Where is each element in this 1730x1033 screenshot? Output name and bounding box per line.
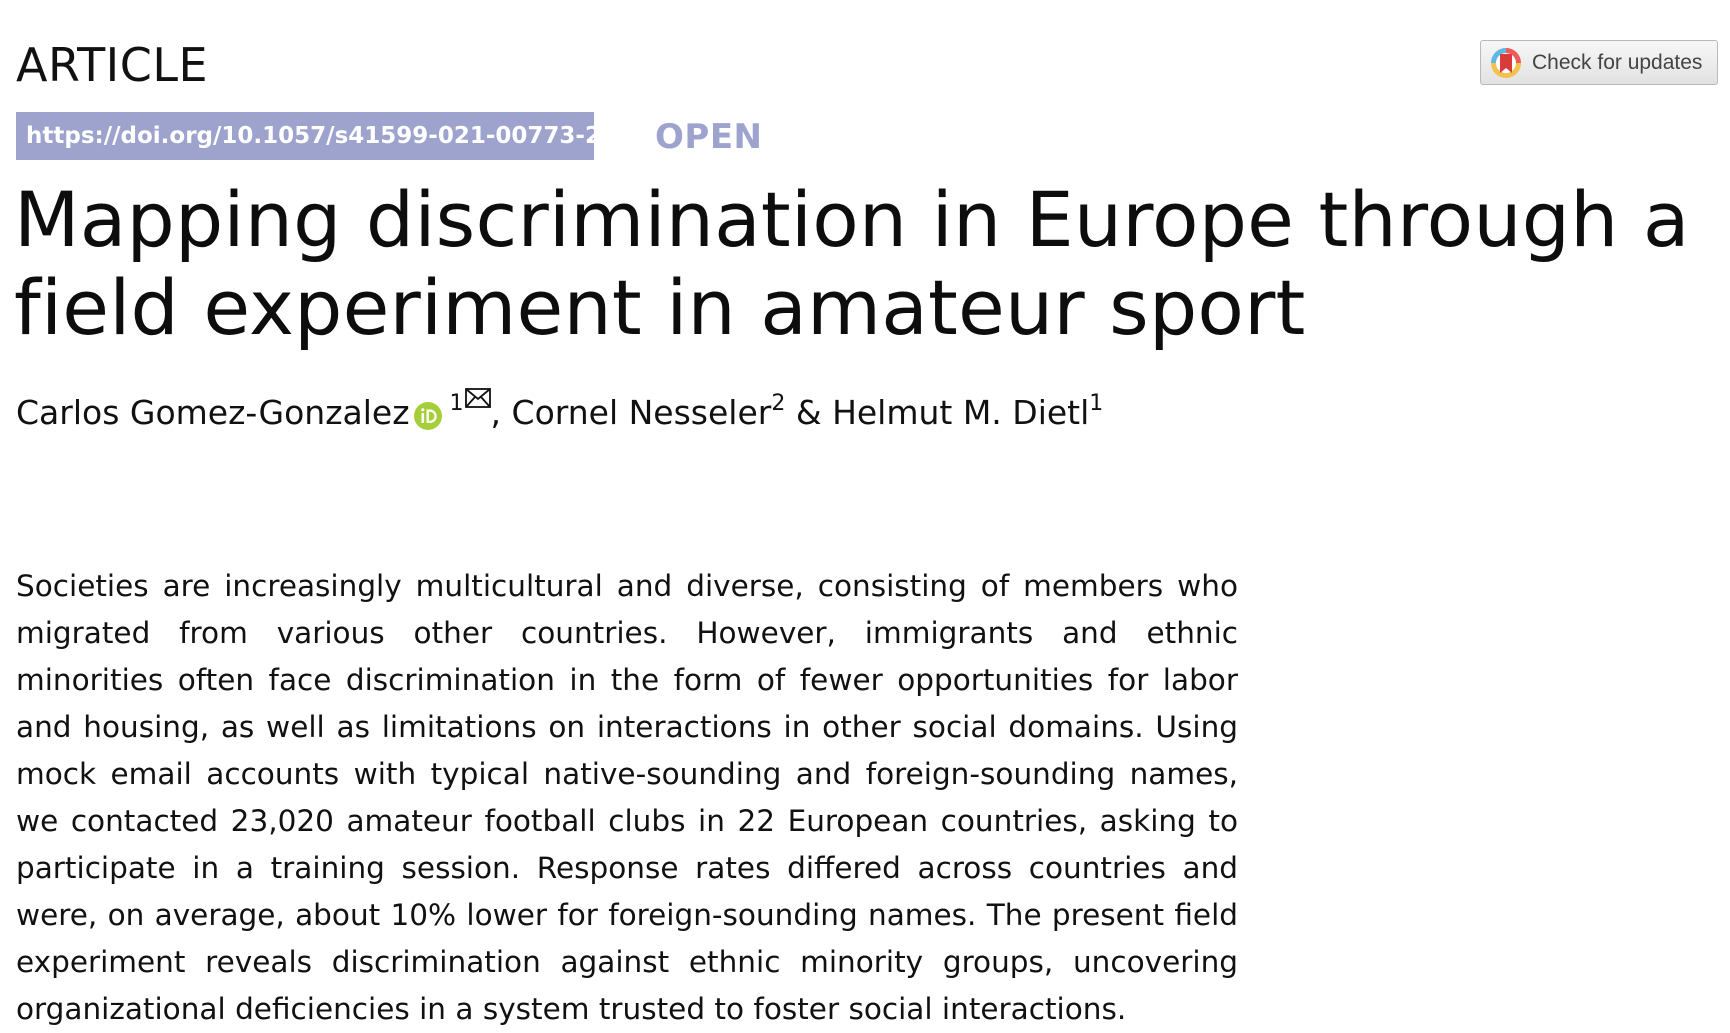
author-affiliation: 2 — [771, 391, 786, 416]
author-name[interactable]: Cornel Nesseler — [511, 393, 772, 432]
abstract: Societies are increasingly multicultural… — [16, 569, 1238, 1026]
doi-link[interactable]: https://doi.org/10.1057/s41599-021-00773… — [16, 112, 601, 160]
author-name[interactable]: Helmut M. Dietl — [832, 393, 1090, 432]
check-for-updates-label: Check for updates — [1532, 50, 1703, 74]
check-for-updates-button[interactable]: Check for updates — [1480, 40, 1718, 85]
author-separator: & — [785, 393, 833, 432]
article-type: ARTICLE — [16, 38, 209, 92]
orcid-icon[interactable] — [413, 397, 442, 430]
article-title: Mapping discrimination in Europe through… — [14, 175, 1690, 352]
mail-icon[interactable] — [464, 388, 491, 408]
author-list: Carlos Gomez-Gonzalez 1, Cornel Nesseler2… — [16, 388, 1103, 435]
author-affiliation: 1 — [1089, 391, 1104, 416]
author-affiliation: 1 — [449, 391, 464, 416]
crossmark-icon — [1489, 46, 1523, 80]
author-name[interactable]: Carlos Gomez-Gonzalez — [16, 393, 410, 432]
author-separator: , — [490, 393, 512, 432]
open-access-label: OPEN — [655, 117, 763, 157]
